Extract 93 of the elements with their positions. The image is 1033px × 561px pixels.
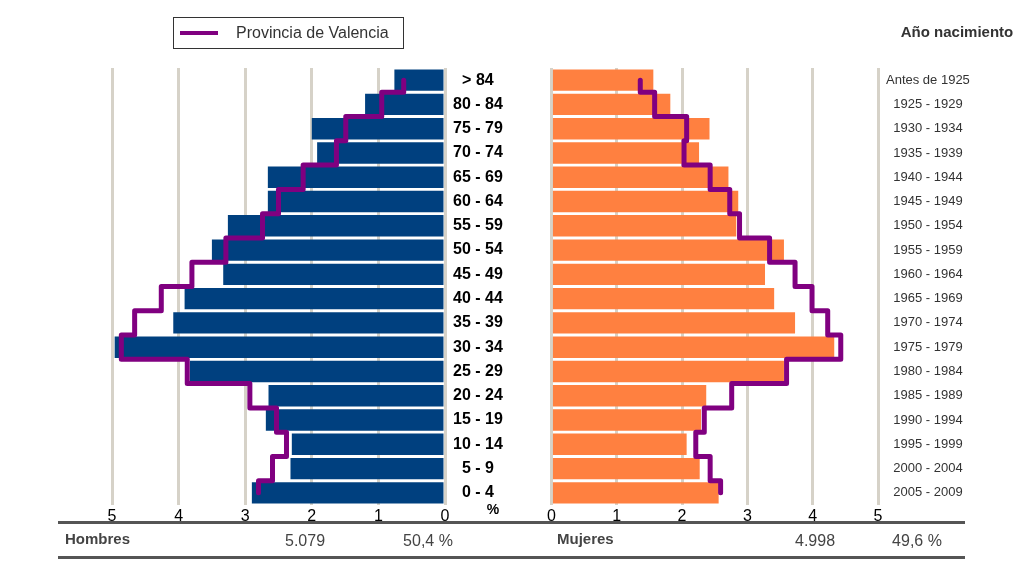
- y-tick-label: 30 - 34: [453, 337, 503, 355]
- bar: [552, 482, 719, 504]
- x-tick-label: 5: [107, 507, 117, 525]
- x-tick-label: 3: [240, 507, 250, 525]
- bar: [552, 166, 729, 188]
- text: Mujeres: [557, 530, 614, 548]
- bar: [291, 433, 444, 455]
- y-tick-label: 40 - 44: [453, 289, 503, 307]
- bar: [173, 312, 444, 334]
- bar: [552, 142, 700, 164]
- y-tick-label: 1935 - 1939: [893, 144, 963, 160]
- bar: [223, 263, 444, 286]
- y-tick-label: 10 - 14: [453, 434, 503, 452]
- y-tick-label: 1930 - 1934: [893, 120, 963, 136]
- bar: [552, 263, 766, 286]
- bar: [552, 457, 700, 480]
- bar: [552, 433, 687, 455]
- y-tick-label: 1995 - 1999: [893, 435, 963, 451]
- y-tick-label: 35 - 39: [453, 313, 503, 331]
- bar: [189, 360, 444, 383]
- x-tick-label: 5: [873, 507, 883, 525]
- text: 4.998: [794, 532, 836, 550]
- y-tick-label: 1965 - 1969: [893, 290, 963, 306]
- bar: [311, 118, 444, 140]
- x-tick-label: 4: [174, 507, 184, 525]
- y-tick-label: > 84: [462, 70, 494, 88]
- bar: [552, 93, 671, 116]
- y-tick-label: Antes de 1925: [885, 71, 970, 87]
- x-tick-label: 1: [373, 507, 383, 525]
- y-tick-label: 50 - 54: [453, 240, 503, 258]
- y-tick-label: 1950 - 1954: [893, 217, 963, 233]
- bar: [552, 409, 702, 431]
- y-tick-label: 1980 - 1984: [893, 363, 963, 379]
- bar: [552, 239, 784, 261]
- text: 49,6 %: [892, 532, 942, 550]
- y-tick-label: 1985 - 1989: [893, 387, 963, 403]
- x-tick-label: 2: [307, 507, 317, 525]
- bar: [267, 190, 444, 213]
- x-tick-label: 2: [677, 507, 687, 525]
- bar: [552, 190, 739, 213]
- legend-label: Provincia de Valencia: [236, 24, 389, 42]
- y-tick-label: 2000 - 2004: [893, 460, 963, 476]
- bar: [552, 385, 707, 407]
- y-tick-label: 60 - 64: [453, 191, 503, 209]
- text: 5.079: [284, 532, 326, 550]
- x-tick-label: 4: [808, 507, 818, 525]
- bar: [114, 336, 444, 358]
- y-tick-label: 25 - 29: [453, 361, 503, 379]
- bar: [552, 69, 654, 91]
- bar: [227, 215, 444, 237]
- y-tick-label: 70 - 74: [453, 143, 503, 161]
- bar: [184, 287, 444, 310]
- x-tick-label: 0: [547, 507, 556, 525]
- y-tick-label: 1975 - 1979: [893, 338, 963, 354]
- y-tick-label: 45 - 49: [453, 264, 503, 282]
- bar: [552, 287, 775, 310]
- bar: [394, 69, 444, 91]
- bar: [552, 312, 796, 334]
- y-tick-label: 0 - 4: [461, 483, 495, 501]
- y-tick-label: 75 - 79: [453, 119, 503, 137]
- text: 50,4 %: [403, 532, 453, 550]
- bar: [552, 360, 784, 383]
- y-tick-label: 55 - 59: [453, 216, 503, 234]
- x-tick-label: 1: [612, 507, 622, 525]
- x-tick-label: 3: [742, 507, 752, 525]
- y-tick-label: 1970 - 1974: [893, 314, 963, 330]
- bar: [365, 93, 444, 116]
- y-tick-label: 5 - 9: [461, 458, 495, 476]
- y-tick-label: 1945 - 1949: [893, 193, 963, 209]
- y-tick-label: 1960 - 1964: [893, 265, 963, 281]
- x-axis-title: %: [486, 500, 500, 517]
- bar: [552, 215, 737, 237]
- y-tick-label: 15 - 19: [453, 410, 503, 428]
- y-tick-label: 1990 - 1994: [893, 411, 963, 427]
- y-tick-label: 1940 - 1944: [893, 168, 963, 184]
- y-tick-label: 20 - 24: [453, 386, 503, 404]
- bar: [268, 385, 444, 407]
- text: Hombres: [65, 530, 131, 548]
- y-tick-label: 1925 - 1929: [893, 95, 963, 111]
- x-tick-label: 0: [440, 507, 450, 525]
- y-tick-label: 65 - 69: [453, 167, 503, 185]
- bar: [267, 166, 444, 188]
- bar: [251, 482, 444, 504]
- bar: [552, 336, 835, 358]
- y-tick-label: 1955 - 1959: [893, 241, 963, 257]
- bar: [552, 118, 710, 140]
- bar: [290, 457, 444, 480]
- bar: [317, 142, 444, 164]
- y-tick-label: 80 - 84: [453, 94, 503, 112]
- bar: [265, 409, 444, 431]
- bar: [211, 239, 444, 261]
- y-axis-title: Año nacimiento: [900, 23, 1014, 41]
- y-tick-label: 2005 - 2009: [893, 484, 963, 500]
